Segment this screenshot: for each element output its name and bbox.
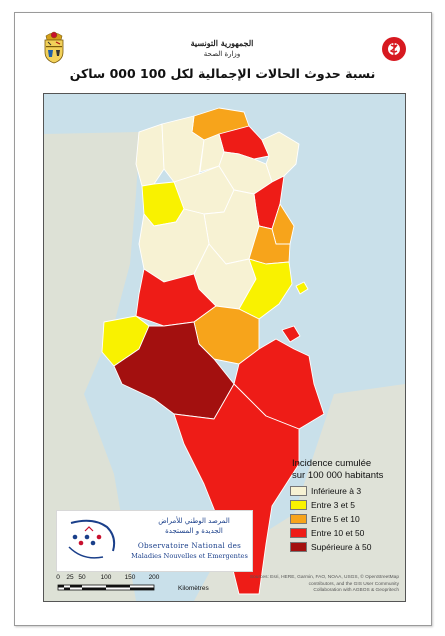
map-title: نسبة حدوث الحالات الإجمالية لكل 100 000 … <box>69 66 376 81</box>
legend-swatch <box>290 527 307 538</box>
onmne-french-line2: Maladies Nouvelles et Emergentes <box>131 552 248 560</box>
legend-item: Inférieure à 3 <box>290 485 402 496</box>
legend-item: Entre 5 et 10 <box>290 513 402 524</box>
legend-item: Supérieure à 50 <box>290 541 402 552</box>
region-tataouine <box>173 383 300 595</box>
map-frame: Incidence cumulée sur 100 000 habitants … <box>43 93 406 602</box>
region-sfax <box>238 258 293 320</box>
legend-label: Entre 3 et 5 <box>311 499 355 510</box>
scale-bar: 0 25 50 100 150 200 Kilomètres <box>56 574 209 598</box>
ministry-health-logo-icon <box>381 36 407 62</box>
credits-line2: contributors, and the GIS User Community <box>308 581 399 587</box>
legend-swatch <box>290 513 307 524</box>
coat-of-arms-icon <box>34 26 74 66</box>
scale-tick-label: 200 <box>148 574 160 581</box>
ministry-name: وزارة الصحة <box>203 50 241 58</box>
legend-label: Entre 5 et 10 <box>311 513 360 524</box>
legend-swatch <box>290 541 307 552</box>
legend-item: Entre 10 et 50 <box>290 527 402 538</box>
scale-tick-label: 50 <box>78 574 86 581</box>
onmne-logo-icon <box>63 517 125 563</box>
legend-label: Entre 10 et 50 <box>311 527 365 538</box>
algeria-land <box>44 132 140 601</box>
onmne-arabic-line2: الجديدة و المستجدة <box>165 527 223 535</box>
map-credits: Sources: Esri, HERE, Garmin, FAO, NOAA, … <box>249 575 399 595</box>
onmne-arabic-line1: المرصد الوطني للأمراض <box>158 517 230 525</box>
legend-title-line2: sur 100 000 habitants <box>292 470 384 481</box>
region-djerba <box>281 325 301 343</box>
scale-tick-label: 100 <box>100 574 112 581</box>
legend-item: Entre 3 et 5 <box>290 499 402 510</box>
legend-swatch <box>290 485 307 496</box>
legend-label: Supérieure à 50 <box>311 541 372 552</box>
region-kerkennah <box>295 281 309 295</box>
scale-tick-label: 25 <box>66 574 74 581</box>
scale-unit: Kilomètres <box>178 585 209 592</box>
legend: Incidence cumulée sur 100 000 habitants … <box>290 458 402 565</box>
onmne-french-line1: Observatoire National des <box>137 541 242 550</box>
republic-name: الجمهورية التونسية <box>190 38 254 48</box>
onmne-card: المرصد الوطني للأمراض الجديدة و المستجدة… <box>56 510 253 572</box>
legend-label: Inférieure à 3 <box>311 485 362 496</box>
scale-tick-label: 0 <box>56 574 60 581</box>
scale-bar-graphic <box>57 584 155 591</box>
credits-line1: Sources: Esri, HERE, Garmin, FAO, NOAA, … <box>249 575 399 580</box>
legend-swatch <box>290 499 307 510</box>
legend-title-line1: Incidence cumulée <box>292 458 372 469</box>
scale-tick-label: 150 <box>124 574 136 581</box>
credits-line3: Collaboration with AGBOS & Geopritech <box>313 588 399 593</box>
